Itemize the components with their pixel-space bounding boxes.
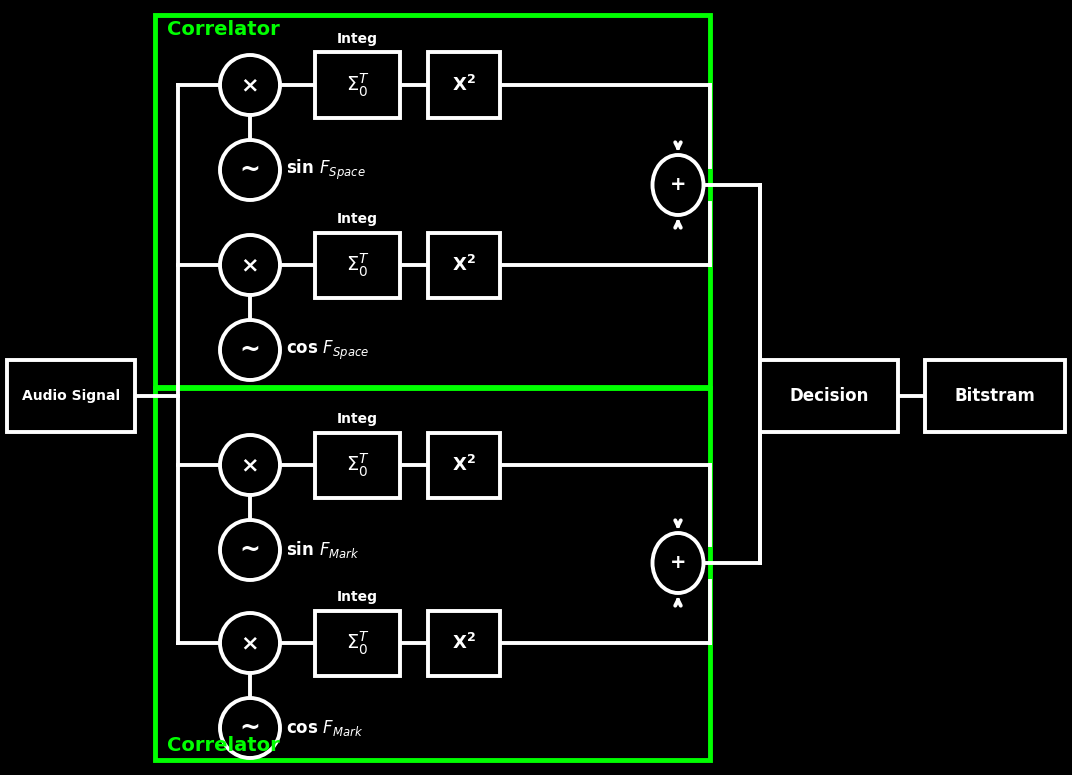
Text: Integ: Integ [337, 412, 378, 426]
Bar [155, 15, 710, 387]
Text: Bitstram: Bitstram [954, 387, 1036, 405]
Text: Audio Signal: Audio Signal [21, 389, 120, 403]
Text: ~: ~ [239, 158, 260, 182]
Bar [428, 232, 500, 298]
Text: ~: ~ [239, 338, 260, 362]
Circle shape [220, 320, 280, 380]
Bar [315, 53, 400, 118]
Bar [428, 432, 500, 498]
Circle shape [220, 520, 280, 580]
Text: Integ: Integ [337, 33, 378, 46]
Bar [428, 611, 500, 676]
Text: $\Sigma_0^T$: $\Sigma_0^T$ [345, 629, 370, 656]
Bar [315, 232, 400, 298]
Text: $\mathbf{X^2}$: $\mathbf{X^2}$ [452, 75, 476, 95]
Circle shape [220, 140, 280, 200]
Text: ~: ~ [239, 716, 260, 740]
Text: cos $F_{Mark}$: cos $F_{Mark}$ [286, 718, 363, 738]
Text: ×: × [241, 633, 259, 653]
Text: Integ: Integ [337, 212, 378, 226]
Text: +: + [670, 553, 686, 573]
Ellipse shape [653, 533, 703, 593]
Text: cos $F_{Space}$: cos $F_{Space}$ [286, 339, 370, 362]
Bar [925, 360, 1064, 432]
Circle shape [220, 235, 280, 295]
Text: ×: × [241, 75, 259, 95]
Text: $\Sigma_0^T$: $\Sigma_0^T$ [345, 451, 370, 479]
Text: $\Sigma_0^T$: $\Sigma_0^T$ [345, 71, 370, 98]
Text: ~: ~ [239, 538, 260, 562]
Circle shape [220, 55, 280, 115]
Bar [760, 360, 898, 432]
Text: $\Sigma_0^T$: $\Sigma_0^T$ [345, 251, 370, 279]
Bar [315, 611, 400, 676]
Text: +: + [670, 175, 686, 195]
Ellipse shape [653, 155, 703, 215]
Bar [8, 360, 135, 432]
Text: Correlator: Correlator [167, 736, 280, 755]
Bar [155, 388, 710, 760]
Text: $\mathbf{X^2}$: $\mathbf{X^2}$ [452, 633, 476, 653]
Text: sin $F_{Space}$: sin $F_{Space}$ [286, 158, 366, 182]
Text: Correlator: Correlator [167, 20, 280, 39]
Bar [428, 53, 500, 118]
Bar [315, 432, 400, 498]
Text: ×: × [241, 455, 259, 475]
Circle shape [220, 698, 280, 758]
Circle shape [220, 435, 280, 495]
Text: Decision: Decision [789, 387, 868, 405]
Circle shape [220, 613, 280, 673]
Text: $\mathbf{X^2}$: $\mathbf{X^2}$ [452, 455, 476, 475]
Text: sin $F_{Mark}$: sin $F_{Mark}$ [286, 539, 360, 560]
Text: ×: × [241, 255, 259, 275]
Text: $\mathbf{X^2}$: $\mathbf{X^2}$ [452, 255, 476, 275]
Text: Integ: Integ [337, 591, 378, 604]
